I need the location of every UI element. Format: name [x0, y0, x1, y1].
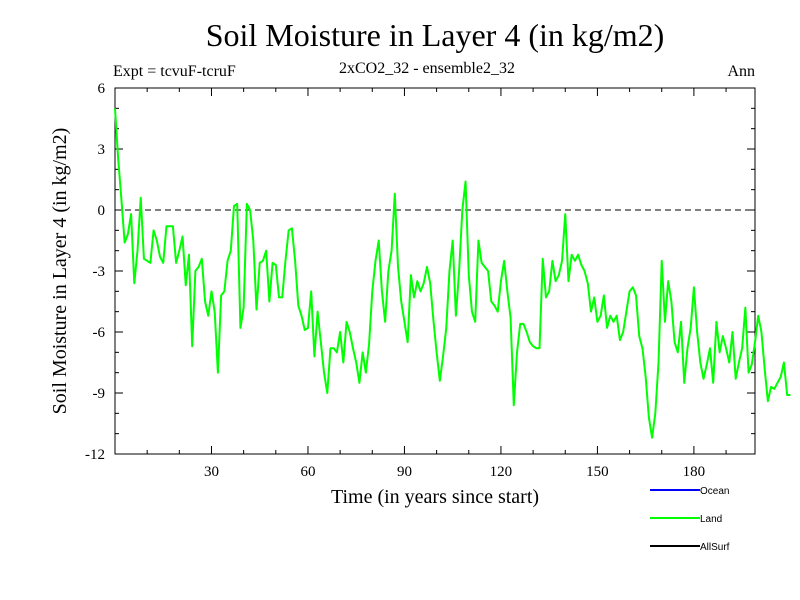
experiment-note: Expt = tcvuF-tcruF — [113, 63, 236, 80]
x-tick-label: 150 — [586, 464, 609, 480]
x-axis-label: Time (in years since start) — [331, 486, 539, 508]
chart-title: Soil Moisture in Layer 4 (in kg/m2) — [206, 17, 665, 53]
y-tick-label: 6 — [98, 81, 106, 97]
series-line-land — [114, 108, 791, 439]
x-tick-labels: 30 60 90 120 150 180 — [204, 464, 705, 480]
legend-label-land: Land — [700, 514, 722, 525]
x-tick-label: 30 — [204, 464, 219, 480]
season-note: Ann — [727, 63, 755, 80]
y-tick-label: 3 — [98, 142, 106, 158]
y-tick-label: -3 — [93, 264, 106, 280]
series-group — [114, 108, 791, 439]
chart-subtitle: 2xCO2_32 - ensemble2_32 — [339, 60, 515, 77]
x-tick-label: 120 — [490, 464, 513, 480]
x-tick-label: 180 — [683, 464, 706, 480]
plot-frame — [114, 87, 756, 455]
y-axis-label: Soil Moisture in Layer 4 (in kg/m2) — [49, 128, 71, 415]
y-tick-label: -12 — [85, 447, 105, 463]
legend-label-ocean: Ocean — [700, 486, 729, 497]
y-tick-labels: 6 3 0 -3 -6 -9 -12 — [85, 81, 106, 463]
x-tick-label: 90 — [397, 464, 412, 480]
y-tick-label: 0 — [98, 203, 106, 219]
legend-label-allsurf: AllSurf — [700, 542, 730, 553]
x-tick-label: 60 — [300, 464, 315, 480]
y-tick-label: -6 — [93, 325, 106, 341]
axis-ticks — [115, 87, 755, 455]
y-tick-label: -9 — [93, 386, 106, 402]
legend: Ocean Land AllSurf — [650, 486, 730, 553]
